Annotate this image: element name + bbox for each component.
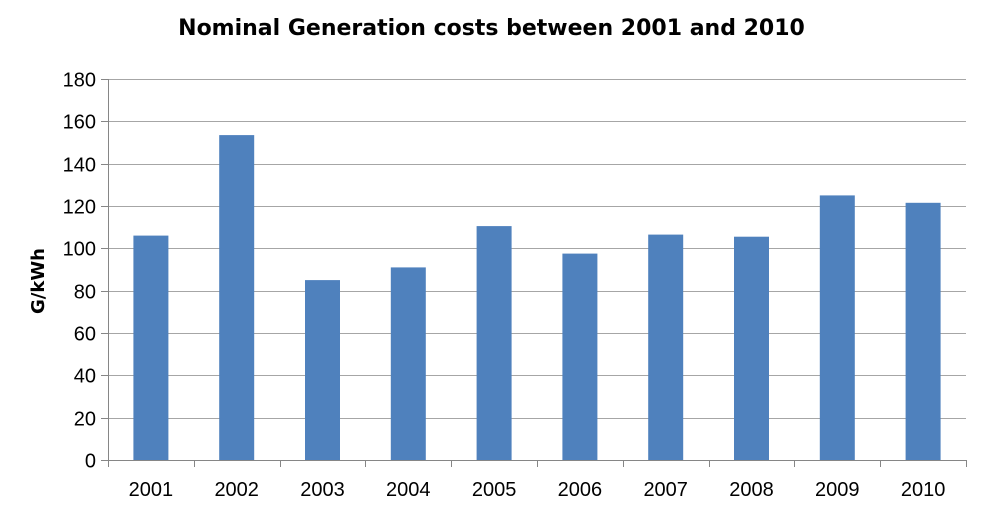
bar-2002 [219,135,255,460]
chart-title: Nominal Generation costs between 2001 an… [178,16,805,41]
tick-labels: 0 20 40 60 80 100 120 140 160 180 2001 2002 2003 2004… [63,70,946,502]
y-tick-label: 80 [74,282,96,304]
x-tick-label: 2009 [815,479,860,501]
x-tick-label: 2006 [558,479,603,501]
y-tick-label: 100 [63,239,96,261]
x-tick-label: 2003 [300,479,345,501]
x-tick-label: 2010 [901,479,946,501]
x-tick-label: 2004 [386,479,431,501]
x-tick-label: 2005 [472,479,517,501]
bar-2009 [819,195,855,460]
y-tick-label: 20 [74,409,96,431]
bar-2006 [562,253,598,460]
bars [133,135,941,461]
y-axis-title: G/kWh [28,248,49,314]
bar-2010 [905,202,941,461]
y-tick-label: 0 [85,451,96,473]
bar-2001 [133,235,169,460]
y-tick-label: 120 [63,197,96,219]
x-tick-label: 2007 [643,479,688,501]
y-tick-label: 40 [74,366,96,388]
bar-2008 [734,236,769,460]
y-tick-label: 160 [63,112,96,134]
x-tick-label: 2002 [214,479,259,501]
y-tick-label: 140 [63,155,96,177]
x-tick-label: 2008 [729,479,774,501]
x-tick-label: 2001 [129,479,174,501]
y-tick-label: 60 [74,324,96,346]
axes [101,79,967,467]
bar-2004 [390,267,426,460]
bar-2007 [648,234,684,460]
bar-2005 [476,226,512,460]
y-tick-label: 180 [63,70,96,92]
bar-2003 [305,280,340,460]
